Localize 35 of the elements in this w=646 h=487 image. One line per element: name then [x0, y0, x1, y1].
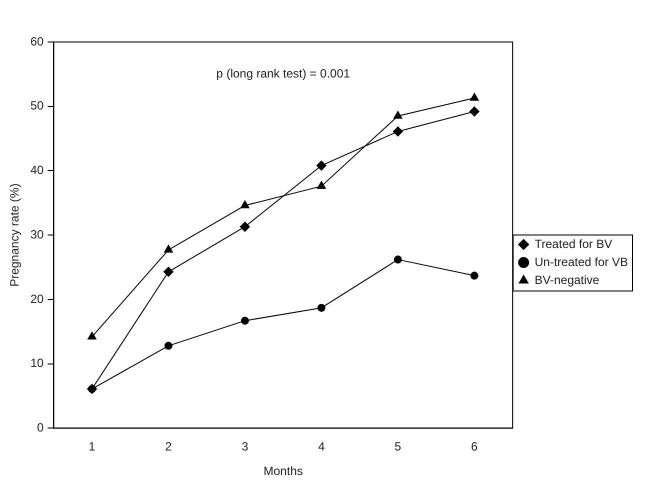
point [316, 160, 326, 171]
point [394, 111, 402, 119]
y-axis-title: Pregnancy rate (%) [8, 183, 22, 287]
x-tick-label: 6 [471, 440, 478, 454]
point [470, 93, 479, 101]
y-tick-label: 10 [30, 356, 44, 370]
x-axis-title: Months [264, 464, 303, 478]
y-tick-label: 30 [30, 227, 44, 242]
legend-label: Un-treated for VB [534, 254, 628, 269]
point [88, 332, 96, 340]
x-tick-label: 2 [165, 440, 172, 454]
legend-label: Treated for BV [534, 236, 612, 251]
x-tick-label: 5 [394, 440, 402, 454]
point [240, 316, 249, 325]
point [317, 304, 326, 312]
x-tick-label: 4 [318, 440, 326, 454]
y-tick-label: 20 [30, 292, 44, 306]
point [317, 181, 326, 189]
point [394, 256, 402, 264]
legend-label: BV-negative [534, 272, 600, 287]
annotation: p (long rank test) = 0.001 [216, 66, 350, 80]
y-tick-label: 0 [37, 420, 44, 435]
x-tick-label: 1 [88, 440, 96, 454]
point [470, 272, 478, 280]
point [164, 244, 173, 253]
y-tick-label: 40 [30, 163, 44, 178]
point [392, 126, 403, 136]
y-tick-label: 60 [30, 34, 44, 48]
y-tick-label: 50 [30, 98, 44, 113]
point [240, 200, 250, 208]
point [240, 222, 250, 232]
point [164, 342, 172, 350]
x-tick-label: 3 [242, 440, 249, 454]
point [469, 106, 480, 117]
point [163, 266, 174, 277]
